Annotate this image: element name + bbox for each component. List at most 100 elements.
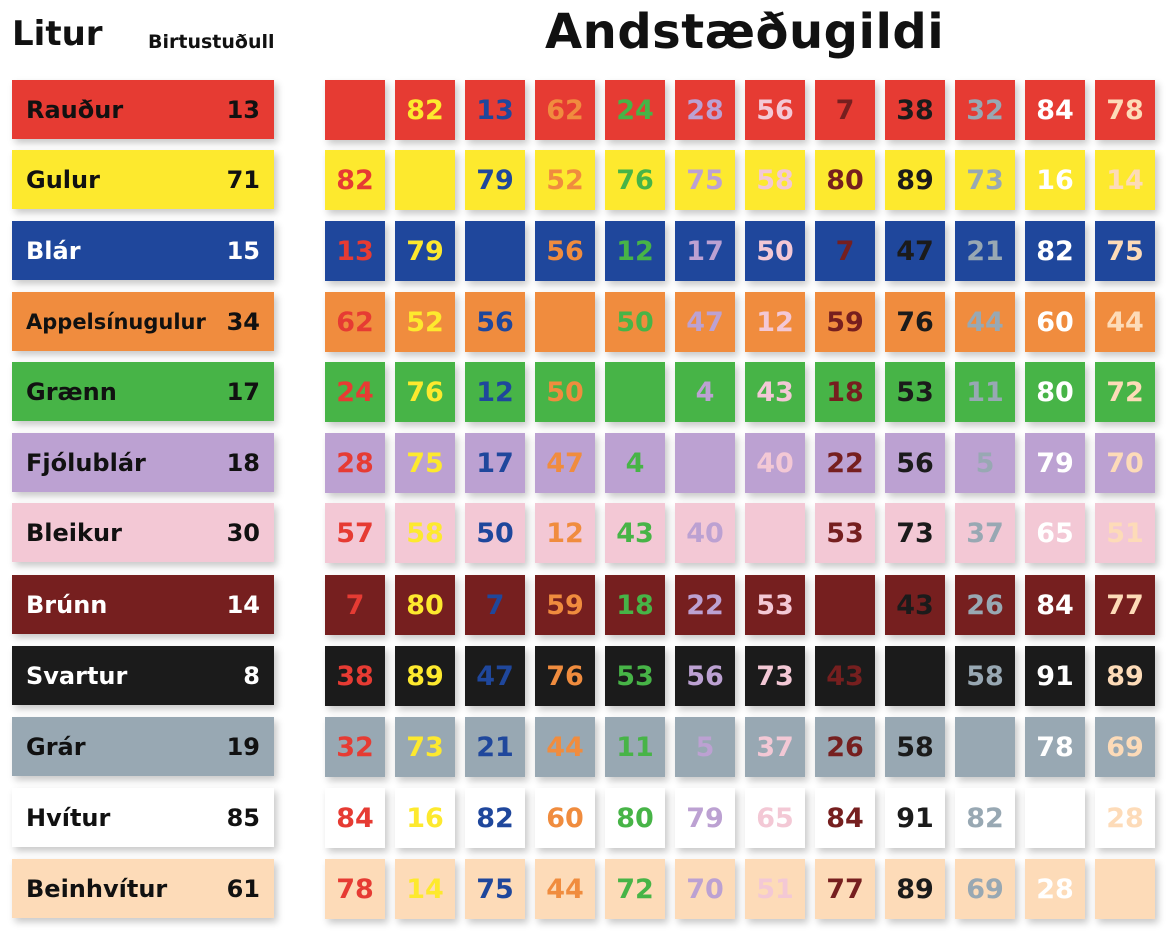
contrast-cell: 28: [1095, 788, 1155, 848]
contrast-cell: 51: [1095, 503, 1155, 563]
contrast-cell: 79: [465, 150, 525, 210]
contrast-cell: 12: [465, 362, 525, 422]
color-name: Fjólublár: [26, 448, 146, 477]
contrast-cell: 21: [955, 221, 1015, 281]
contrast-cell: 82: [1025, 221, 1085, 281]
contrast-cell: 43: [815, 646, 875, 706]
contrast-cell: 40: [745, 433, 805, 493]
contrast-cell: 78: [1025, 717, 1085, 777]
contrast-cell: [815, 575, 875, 635]
contrast-cell: 60: [535, 788, 595, 848]
luminance-column-header: Birtustuðull: [148, 31, 275, 53]
contrast-cell: 50: [465, 503, 525, 563]
contrast-cell: 56: [465, 292, 525, 352]
contrast-cell: 56: [745, 80, 805, 140]
color-column-header: Litur: [12, 14, 103, 54]
contrast-cell: 84: [1025, 80, 1085, 140]
contrast-cell: 82: [465, 788, 525, 848]
contrast-cell: 69: [1095, 717, 1155, 777]
contrast-cell: 91: [885, 788, 945, 848]
color-row: Brúnn 14: [12, 575, 274, 634]
contrast-cell: 80: [605, 788, 665, 848]
contrast-cell: 16: [1025, 150, 1085, 210]
luminance-value: 15: [226, 236, 260, 265]
contrast-cell: 13: [465, 80, 525, 140]
luminance-value: 17: [226, 377, 260, 406]
contrast-cell: 38: [325, 646, 385, 706]
contrast-cell: 11: [955, 362, 1015, 422]
contrast-cell: 59: [815, 292, 875, 352]
contrast-cell: 26: [815, 717, 875, 777]
contrast-cell: 50: [745, 221, 805, 281]
contrast-cell: 76: [885, 292, 945, 352]
contrast-cell: 12: [535, 503, 595, 563]
contrast-cell: 78: [325, 859, 385, 919]
contrast-cell: 58: [885, 717, 945, 777]
contrast-cell: 73: [745, 646, 805, 706]
contrast-cell: 84: [1025, 575, 1085, 635]
color-row: Svartur 8: [12, 646, 274, 705]
color-row: Rauður 13: [12, 80, 274, 139]
contrast-cell: [1095, 859, 1155, 919]
color-name: Beinhvítur: [26, 874, 168, 903]
contrast-cell: 12: [745, 292, 805, 352]
contrast-cell: 80: [1025, 362, 1085, 422]
contrast-cell: 84: [815, 788, 875, 848]
contrast-cell: 22: [815, 433, 875, 493]
color-row: Fjólublár 18: [12, 433, 274, 492]
contrast-cell: 4: [675, 362, 735, 422]
contrast-cell: 7: [325, 575, 385, 635]
page-title: Andstæðugildi: [545, 4, 945, 60]
contrast-cell: 77: [815, 859, 875, 919]
contrast-cell: [1025, 788, 1085, 848]
contrast-cell: 59: [535, 575, 595, 635]
contrast-cell: 52: [535, 150, 595, 210]
color-row: Beinhvítur 61: [12, 859, 274, 918]
luminance-value: 8: [243, 661, 260, 690]
contrast-cell: 47: [465, 646, 525, 706]
contrast-cell: 51: [745, 859, 805, 919]
color-name: Brúnn: [26, 590, 108, 619]
contrast-cell: 58: [955, 646, 1015, 706]
contrast-cell: 26: [955, 575, 1015, 635]
color-row: Grænn 17: [12, 362, 274, 421]
contrast-cell: 4: [605, 433, 665, 493]
contrast-cell: [325, 80, 385, 140]
contrast-cell: 14: [1095, 150, 1155, 210]
color-row: Gulur 71: [12, 150, 274, 209]
color-name: Gulur: [26, 165, 100, 194]
color-name: Grár: [26, 732, 86, 761]
color-row: Blár 15: [12, 221, 274, 280]
contrast-cell: 18: [815, 362, 875, 422]
contrast-cell: 47: [675, 292, 735, 352]
contrast-cell: 16: [395, 788, 455, 848]
color-name: Grænn: [26, 377, 117, 406]
contrast-cell: 75: [675, 150, 735, 210]
contrast-cell: 89: [395, 646, 455, 706]
contrast-cell: 43: [605, 503, 665, 563]
contrast-cell: [535, 292, 595, 352]
contrast-cell: 70: [675, 859, 735, 919]
color-name: Hvítur: [26, 803, 111, 832]
contrast-cell: 62: [535, 80, 595, 140]
contrast-cell: [675, 433, 735, 493]
contrast-cell: 40: [675, 503, 735, 563]
color-name: Appelsínugulur: [26, 309, 206, 334]
contrast-cell: [605, 362, 665, 422]
contrast-cell: 37: [955, 503, 1015, 563]
contrast-cell: 75: [1095, 221, 1155, 281]
contrast-cell: 28: [1025, 859, 1085, 919]
contrast-cell: 50: [605, 292, 665, 352]
contrast-cell: 7: [465, 575, 525, 635]
contrast-cell: [395, 150, 455, 210]
color-row: Bleikur 30: [12, 503, 274, 562]
contrast-cell: 32: [955, 80, 1015, 140]
contrast-cell: 75: [465, 859, 525, 919]
contrast-cell: 62: [325, 292, 385, 352]
contrast-cell: 44: [955, 292, 1015, 352]
luminance-value: 14: [226, 590, 260, 619]
luminance-value: 85: [226, 803, 260, 832]
luminance-value: 18: [226, 448, 260, 477]
contrast-cell: 44: [1095, 292, 1155, 352]
contrast-cell: 53: [885, 362, 945, 422]
